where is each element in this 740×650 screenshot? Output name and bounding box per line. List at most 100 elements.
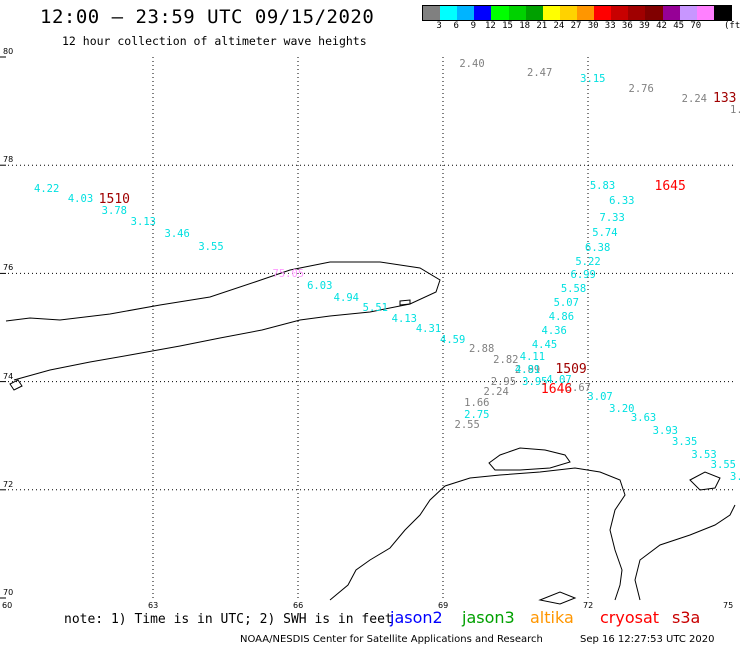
pass-time-label: 1509 xyxy=(555,361,587,377)
legend-label: 27 xyxy=(570,21,582,31)
wave-height-label: 4.03 xyxy=(67,192,94,205)
legend-label: 24 xyxy=(553,21,565,31)
legend-swatch xyxy=(423,6,441,20)
coastline-island-small xyxy=(399,299,411,306)
legend-swatch xyxy=(440,6,458,20)
legend-swatch xyxy=(611,6,629,20)
coastline xyxy=(5,261,736,605)
lat-lon-grid xyxy=(8,57,733,598)
lat-tick-label: 72 xyxy=(3,479,14,489)
wave-height-label: 3.15 xyxy=(580,73,606,86)
wave-height-label: 4.36 xyxy=(541,325,567,338)
coastline-gydan xyxy=(634,504,736,601)
legend-label: 9 xyxy=(470,21,477,31)
wave-height-label: 5.74 xyxy=(592,227,618,240)
credit-line: NOAA/NESDIS Center for Satellite Applica… xyxy=(240,634,543,645)
wave-height-label: 2.40 xyxy=(459,57,485,70)
legend-swatch xyxy=(542,6,560,20)
wave-height-label: 2.24 xyxy=(681,92,707,105)
wave-height-label: 4.91 xyxy=(514,364,541,377)
wave-height-label: 4.11 xyxy=(519,351,546,364)
wave-height-label: 2.88 xyxy=(469,342,495,355)
pass-time-label: 1646 xyxy=(540,382,573,398)
wave-height-label: 3. xyxy=(730,471,740,484)
legend-label: 18 xyxy=(519,21,531,31)
page-subtitle: 12 hour collection of altimeter wave hei… xyxy=(62,34,367,48)
wave-height-label: 4.31 xyxy=(415,323,442,336)
legend-label: 45 xyxy=(673,21,685,31)
wave-height-label: 5.51 xyxy=(362,302,388,315)
legend-label: 70 xyxy=(690,21,702,31)
wave-height-label: 1. xyxy=(730,104,740,117)
legend-swatch xyxy=(508,6,526,20)
legend-label: 3 xyxy=(436,21,442,31)
pass-time-label: 133 xyxy=(713,91,737,107)
legend-swatch xyxy=(628,6,646,20)
legend-label: 15 xyxy=(502,21,513,31)
legend-label: 6 xyxy=(453,21,459,31)
coastline-gydan-bay xyxy=(689,471,721,491)
wave-height-label: 4.07 xyxy=(546,374,572,387)
legend-label: 21 xyxy=(536,21,548,31)
wave-height-label: 3.46 xyxy=(164,227,190,240)
lon-tick-label: 75 xyxy=(723,601,734,610)
wave-height-label: 4.59 xyxy=(440,334,466,347)
wave-height-label: 75.05 xyxy=(272,268,305,281)
lat-tick-label: 70 xyxy=(3,588,14,597)
wave-height-label: 3.95 xyxy=(522,376,548,389)
wave-height-label: 2.47 xyxy=(527,66,553,79)
color-legend-bar xyxy=(422,5,732,21)
legend-swatch xyxy=(525,6,543,20)
lon-tick-label: 72 xyxy=(583,601,594,610)
legend-unit-label: (ft) xyxy=(724,21,740,31)
wave-height-label: 3.07 xyxy=(587,390,613,403)
wave-height-label: 6.38 xyxy=(585,241,611,254)
legend-label: 33 xyxy=(604,21,616,31)
wave-height-label: 3.55 xyxy=(198,240,224,253)
wave-height-label: 2.55 xyxy=(454,418,480,431)
legend-label: 42 xyxy=(656,21,667,31)
wave-height-label: 2.82 xyxy=(493,353,519,366)
legend-swatch xyxy=(679,6,697,20)
wave-height-label: 4.13 xyxy=(391,313,417,326)
wave-height-label: 6.03 xyxy=(307,280,333,293)
legend-swatch xyxy=(696,6,714,20)
wave-height-label: 2.24 xyxy=(483,385,509,398)
lat-tick-marks xyxy=(0,56,6,599)
wave-height-label: 6.99 xyxy=(570,269,596,282)
satellite-name-altika: altika xyxy=(530,608,574,627)
satellite-name-jason2: jason2 xyxy=(390,608,443,627)
pass-time-label: 1510 xyxy=(98,191,130,207)
wave-height-label: 5.22 xyxy=(575,255,601,268)
legend-swatch xyxy=(713,6,731,20)
legend-swatch xyxy=(594,6,612,20)
coastline-ob-fragment xyxy=(538,591,577,605)
wave-height-label: 2.95 xyxy=(490,375,517,388)
footnote: note: 1) Time is in UTC; 2) SWH is in fe… xyxy=(64,612,393,627)
generation-timestamp: Sep 16 12:27:53 UTC 2020 xyxy=(580,634,715,645)
pass-time-label: 1645 xyxy=(654,178,686,194)
coastline-mainland xyxy=(329,467,626,601)
wave-height-label: 5.58 xyxy=(560,282,587,295)
wave-height-label: 6.33 xyxy=(609,194,635,207)
wave-height-label: 4.22 xyxy=(34,182,60,195)
legend-label: 12 xyxy=(485,21,496,31)
wave-height-label: 7.33 xyxy=(599,212,625,225)
coastline-yamal xyxy=(488,447,571,471)
wave-height-label: 1.66 xyxy=(464,397,490,410)
lat-tick-label: 80 xyxy=(3,47,14,56)
wave-height-label: 3.93 xyxy=(652,424,678,437)
wave-height-label: 5.07 xyxy=(553,297,579,310)
wave-height-label: 2.75 xyxy=(464,408,490,421)
wave-height-label: 5.83 xyxy=(589,179,616,192)
lon-tick-label: 66 xyxy=(293,601,304,610)
wave-height-label: 2.89 xyxy=(514,363,541,376)
legend-label: 36 xyxy=(621,21,633,31)
lon-tick-label: 63 xyxy=(148,601,159,610)
legend-swatch xyxy=(457,6,475,20)
legend-swatch xyxy=(645,6,663,20)
wave-height-label: 3.20 xyxy=(609,403,635,416)
legend-swatch xyxy=(576,6,595,20)
legend-swatch xyxy=(662,6,680,20)
